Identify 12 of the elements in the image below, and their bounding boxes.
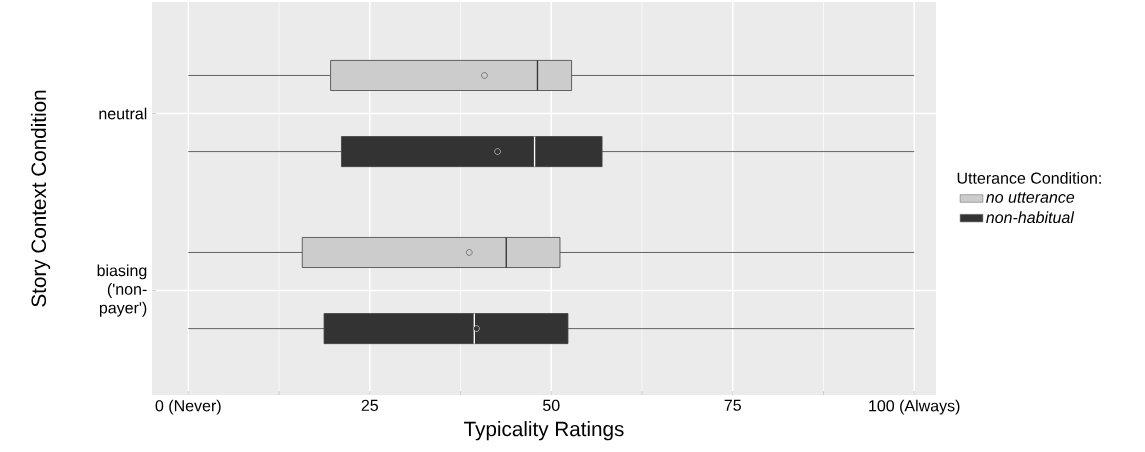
y-tick-label: biasing ('non-payer') xyxy=(97,264,147,317)
x-axis-title: Typicality Ratings xyxy=(464,421,624,441)
legend-label: non-habitual xyxy=(986,211,1075,224)
y-tick-label: neutral xyxy=(99,107,147,120)
legend-label: no utterance xyxy=(986,192,1075,203)
legend-title: Utterance Condition: xyxy=(957,172,1101,184)
x-tick-label: 50 xyxy=(543,399,560,412)
x-tick-label: 75 xyxy=(724,399,741,411)
x-tick-label: 25 xyxy=(361,399,378,412)
x-tick-label: 100 (Always) xyxy=(869,399,960,415)
x-tick-label: 0 (Never) xyxy=(155,399,221,415)
y-axis-title: Story Context Condition xyxy=(30,90,51,307)
